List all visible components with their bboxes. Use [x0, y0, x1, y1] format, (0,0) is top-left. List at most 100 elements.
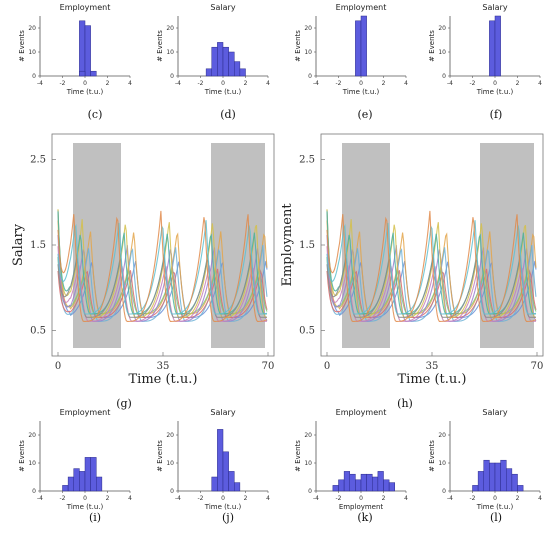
histogram-bar — [372, 476, 379, 492]
chart-title: Employment — [60, 408, 111, 417]
x-tick-label: 0 — [359, 495, 363, 502]
series-line — [57, 268, 268, 319]
histogram-bar — [349, 473, 356, 492]
x-tick-label: 4 — [404, 80, 408, 87]
x-tick-label: -2 — [336, 495, 342, 502]
histogram-bar — [62, 485, 69, 492]
x-tick-label: -4 — [175, 80, 181, 87]
y-tick-label: 20 — [438, 432, 446, 439]
y-axis-label: # Events — [294, 30, 302, 62]
y-axis-label: # Events — [428, 440, 436, 472]
y-axis-label: # Events — [18, 440, 26, 472]
series-line — [57, 220, 268, 315]
y-tick-label: 0.5 — [30, 325, 46, 336]
y-tick-label: 10 — [304, 49, 312, 56]
x-tick-label: 2 — [516, 80, 520, 87]
histogram-bar — [483, 459, 490, 492]
y-tick-label: 20 — [166, 432, 174, 439]
histogram-bar — [222, 451, 229, 492]
histogram-bar — [360, 15, 367, 77]
y-tick-label: 20 — [438, 25, 446, 32]
histogram-bar — [205, 68, 212, 77]
x-tick-label: 0 — [221, 80, 225, 87]
histogram-bar — [489, 462, 496, 492]
y-tick-label: 0.5 — [299, 325, 315, 336]
y-tick-label: 10 — [438, 49, 446, 56]
histogram-bar — [84, 457, 91, 492]
x-tick-label: 35 — [157, 361, 170, 372]
x-tick-label: 0 — [359, 80, 363, 87]
x-tick-label: -4 — [37, 495, 43, 502]
histogram-bar — [67, 476, 74, 492]
y-axis-label: Employment — [280, 203, 295, 287]
y-tick-label: 20 — [28, 25, 36, 32]
y-tick-label: 10 — [304, 460, 312, 467]
x-tick-label: -2 — [470, 80, 476, 87]
x-tick-label: -4 — [447, 80, 453, 87]
histogram-bar — [366, 473, 373, 492]
histogram-bar — [360, 473, 367, 492]
y-axis-label: # Events — [156, 440, 164, 472]
chart-l: -4 -2 0 2 4 0 10 20 Salary Time (t.u.) # Events (l) — [428, 408, 542, 524]
histogram-bar — [343, 471, 350, 492]
y-tick-label: 2.5 — [30, 155, 46, 166]
panel-label: (h) — [397, 397, 413, 410]
y-tick-label: 10 — [28, 49, 36, 56]
series-line — [57, 255, 268, 318]
y-tick-label: 0 — [170, 73, 174, 80]
y-axis-label: # Events — [428, 30, 436, 62]
histogram-bar — [90, 70, 97, 77]
x-tick-label: -2 — [198, 80, 204, 87]
histogram-bar — [211, 46, 218, 77]
chart-e: -4 -2 0 2 4 0 10 20 Employment Time (t.u.) # Event… — [294, 3, 408, 121]
x-tick-label: 0 — [324, 361, 330, 372]
x-tick-label: -4 — [175, 495, 181, 502]
y-tick-label: 10 — [28, 460, 36, 467]
x-axis-label: Time (t.u.) — [342, 88, 380, 96]
chart-title: Salary — [482, 408, 507, 417]
x-tick-label: 2 — [106, 80, 110, 87]
x-tick-label: -4 — [447, 495, 453, 502]
x-tick-label: -2 — [198, 495, 204, 502]
histogram-bar — [217, 42, 224, 77]
y-tick-label: 20 — [28, 432, 36, 439]
y-axis-label: # Events — [294, 440, 302, 472]
histogram-bar — [500, 459, 507, 492]
panel-label: (j) — [222, 511, 234, 524]
histogram-bar — [228, 51, 235, 77]
panel-label: (i) — [89, 511, 101, 524]
panel-label: (l) — [490, 511, 502, 524]
x-tick-label: 2 — [244, 80, 248, 87]
series-line — [326, 246, 536, 322]
histogram-bar — [355, 479, 362, 492]
x-tick-label: 0 — [221, 495, 225, 502]
histogram-bar — [79, 70, 86, 77]
x-axis-label: Employment — [339, 503, 384, 511]
x-tick-label: 0 — [83, 495, 87, 502]
chart-h: 0 35 70 0.5 1.5 2.5 Time (t.u.) Employment (h) — [280, 133, 544, 410]
histogram-bar — [511, 473, 518, 492]
x-tick-label: 4 — [128, 80, 132, 87]
y-tick-label: 0 — [308, 73, 312, 80]
chart-i: -4 -2 0 2 4 0 10 20 Employment Time (t.u.) # Event… — [18, 408, 132, 524]
histogram-bar — [377, 471, 384, 492]
histogram-bar — [73, 468, 80, 492]
histogram-bar — [222, 46, 229, 77]
histogram-bar — [96, 476, 103, 492]
panel-label: (f) — [490, 108, 503, 121]
x-tick-label: 70 — [262, 361, 275, 372]
chart-f: -4 -2 0 2 4 0 10 20 Salary Time (t.u.) # Events (f) — [428, 3, 542, 121]
x-axis-label: Time (t.u.) — [398, 372, 467, 387]
x-tick-label: -2 — [60, 495, 66, 502]
x-tick-label: -4 — [313, 495, 319, 502]
x-tick-label: 2 — [382, 80, 386, 87]
x-axis-label: Time (t.u.) — [129, 372, 198, 387]
x-tick-label: 4 — [538, 80, 542, 87]
panel-label: (d) — [220, 108, 236, 121]
chart-k: -4 -2 0 2 4 0 10 20 Employment Employment # Events… — [294, 408, 408, 524]
chart-j: -4 -2 0 2 4 0 10 20 Salary Time (t.u.) # Events (j) — [156, 408, 270, 524]
y-tick-label: 0 — [32, 488, 36, 495]
histogram-bar — [90, 457, 97, 492]
y-tick-label: 0 — [170, 488, 174, 495]
chart-title: Salary — [210, 408, 235, 417]
